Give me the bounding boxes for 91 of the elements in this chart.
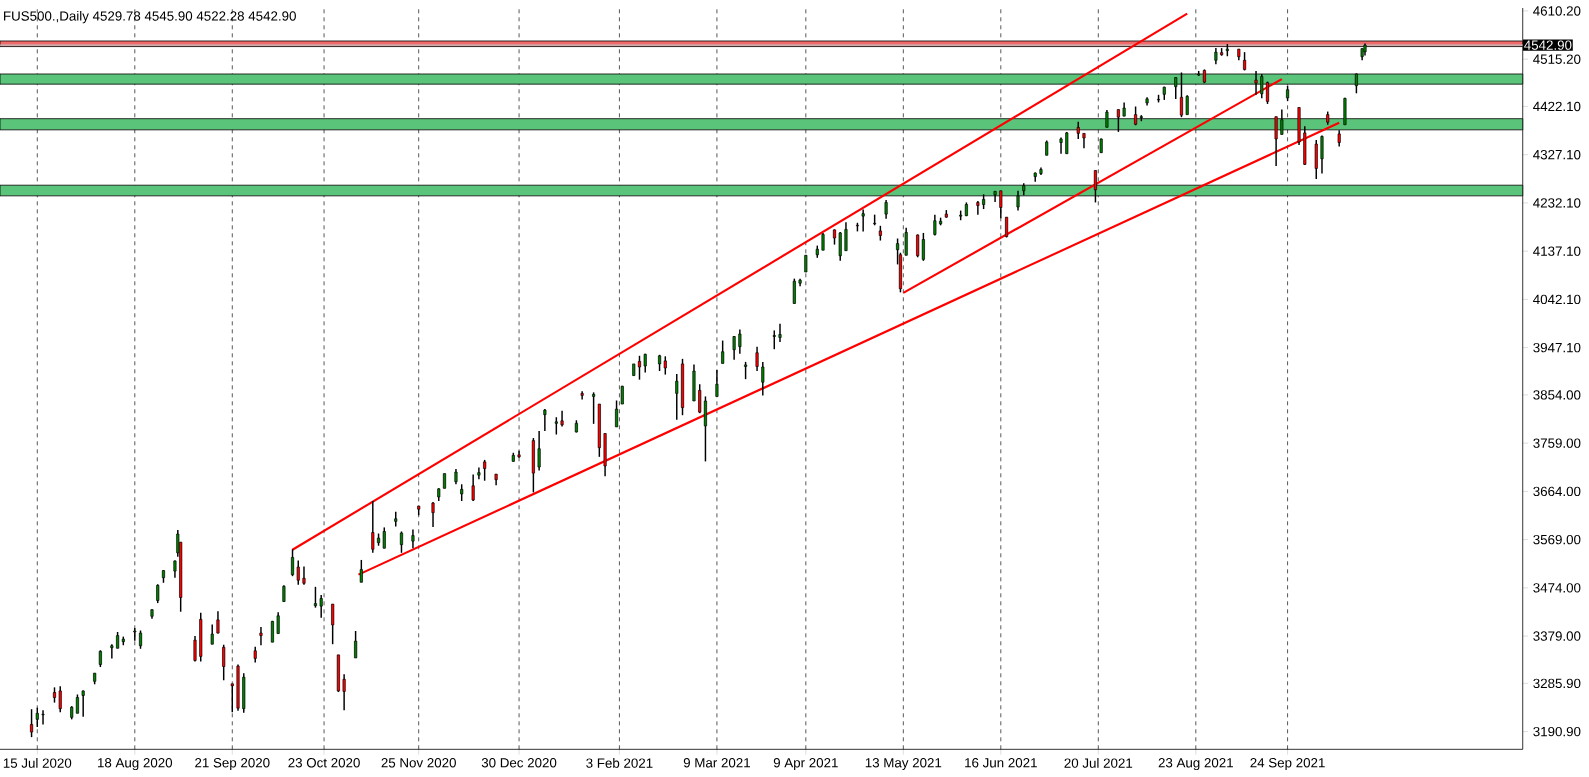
x-tick-label: 15 Jul 2020 (3, 758, 72, 768)
x-tick-label: 9 Apr 2021 (773, 758, 838, 771)
candlestick (738, 328, 742, 355)
y-tick-label: 4422.10 (1533, 101, 1581, 112)
candlestick (313, 586, 317, 609)
candlestick (916, 233, 920, 259)
candlestick (1320, 134, 1324, 175)
candlestick (904, 227, 908, 257)
y-tick-label: 4042.10 (1533, 294, 1581, 305)
y-tick-label: 3474.00 (1533, 583, 1581, 593)
candlestick (471, 473, 475, 502)
y-tick-label: 4610.20 (1533, 6, 1581, 16)
y-tick-label: 4515.20 (1533, 54, 1581, 64)
candlestick (193, 635, 197, 663)
candlestick (81, 689, 85, 718)
y-tick-label: 3759.00 (1533, 438, 1581, 448)
candlestick (537, 430, 541, 472)
candlestick (761, 361, 765, 397)
candlestick (732, 335, 736, 361)
candlestick (411, 528, 415, 549)
candlestick (844, 221, 848, 252)
x-tick-label: 16 Jun 2021 (965, 758, 1037, 768)
candlestick (637, 355, 642, 381)
candlestick (543, 408, 547, 432)
candlestick (58, 685, 62, 713)
candlestick (342, 673, 346, 711)
candlestick (41, 709, 45, 726)
candlestick (210, 623, 214, 645)
candlestick (296, 559, 300, 586)
y-tick-label: 3947.10 (1533, 342, 1581, 353)
candlestick (861, 208, 865, 233)
y-tick-label: 4137.10 (1533, 246, 1581, 256)
x-tick-label: 3 Feb 2021 (586, 758, 653, 768)
candlestick (331, 603, 335, 645)
candlestick (1185, 94, 1189, 116)
candlestick (675, 373, 679, 421)
candlestick (222, 643, 226, 681)
candlestick (431, 501, 435, 528)
candlestick (772, 329, 776, 350)
candlestick (792, 277, 796, 305)
candlestick (276, 611, 280, 635)
x-tick-label: 30 Dec 2020 (481, 758, 557, 768)
y-tick-label: 3854.00 (1533, 390, 1581, 400)
candlestick (778, 323, 782, 343)
candlestick (838, 231, 842, 262)
candlestick (138, 629, 143, 650)
x-tick-label: 24 Sep 2021 (1250, 758, 1325, 771)
candlestick (755, 345, 759, 372)
candlestick (30, 708, 34, 738)
candlestick (290, 548, 295, 577)
candlestick (359, 559, 363, 584)
candlestick (615, 399, 619, 428)
ref-line-label: 4542.90 (1524, 40, 1572, 50)
candlestick (592, 391, 596, 425)
y-tick-label: 3285.90 (1533, 678, 1581, 689)
y-tick-label: 3190.90 (1533, 726, 1581, 737)
candlestick (698, 383, 702, 414)
candlestick (354, 630, 358, 659)
candlestick (133, 627, 137, 642)
x-tick-label: 9 Mar 2021 (683, 758, 750, 768)
candlestick (921, 232, 925, 262)
x-tick-label: 21 Sep 2020 (195, 758, 270, 771)
candlestick (721, 339, 725, 365)
candlestick (216, 610, 220, 635)
x-tick-label: 25 Nov 2020 (381, 758, 456, 768)
candlestick (1059, 136, 1063, 155)
chart-title: FUS500.,Daily 4529.78 4545.90 4522.28 4542.90 (4, 10, 296, 24)
candlestick (259, 626, 263, 646)
candlestick (663, 355, 667, 376)
candlestick (75, 693, 79, 715)
y-tick-label: 4327.10 (1533, 149, 1581, 160)
candlestick (302, 565, 306, 586)
candlestick (399, 530, 404, 554)
candlestick (884, 199, 888, 220)
candlestick (382, 526, 386, 549)
candlestick (230, 683, 234, 713)
x-tick-label: 23 Aug 2021 (1158, 758, 1233, 771)
candlestick (483, 459, 487, 482)
x-tick-label: 23 Oct 2020 (288, 758, 360, 768)
y-tick-label: 3664.00 (1533, 486, 1581, 497)
y-tick-label: 3569.00 (1533, 534, 1581, 545)
candlestick (319, 594, 323, 619)
candlestick (110, 643, 114, 660)
candlestick (976, 200, 980, 216)
y-tick-label: 3379.00 (1533, 631, 1581, 641)
y-tick-label: 4232.10 (1533, 198, 1581, 208)
x-tick-label: 18 Aug 2020 (98, 758, 173, 771)
candlestick (715, 369, 719, 398)
x-tick-label: 13 May 2021 (865, 758, 942, 771)
x-tick-label: 20 Jul 2021 (1064, 758, 1133, 768)
candlestick (156, 583, 160, 604)
